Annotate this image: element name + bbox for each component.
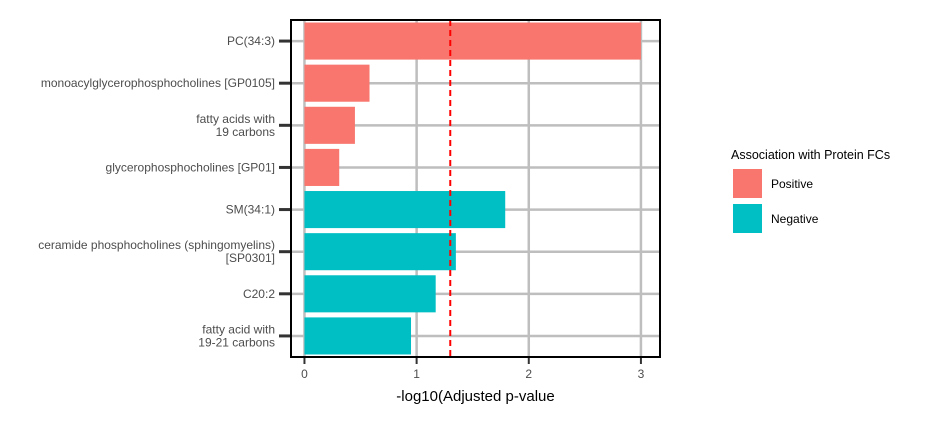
x-tick-label-0: 0	[301, 367, 308, 381]
legend-label-negative: Negative	[771, 212, 819, 226]
category-label-7-0: fatty acid with	[202, 322, 275, 336]
category-label-6-0: C20:2	[243, 287, 275, 301]
x-tick-label-2: 2	[525, 367, 532, 381]
category-label-2-0: fatty acids with	[196, 112, 275, 126]
bars	[304, 22, 641, 355]
y-axis-ticks: PC(34:3) monoacylglycerophosphocholines […	[38, 34, 290, 349]
category-label-5-0: ceramide phosphocholines (sphingomyelins…	[38, 238, 275, 252]
plot-panel-border	[290, 19, 661, 358]
legend-swatch-negative	[733, 204, 762, 233]
category-label-5-1: [SP0301]	[226, 251, 275, 265]
bar-4	[304, 191, 506, 229]
bar-6	[304, 275, 436, 313]
x-tick-label-3: 3	[638, 367, 645, 381]
legend: Association with Protein FCs Positive Neg…	[731, 148, 890, 233]
category-label-0-0: PC(34:3)	[227, 34, 275, 48]
category-label-1-0: monoacylglycerophosphocholines [GP0105]	[41, 76, 275, 90]
bar-1	[304, 64, 370, 102]
bar-0	[304, 22, 641, 60]
category-label-7-1: 19-21 carbons	[198, 335, 275, 349]
bar-2	[304, 106, 355, 144]
bar-7	[304, 317, 412, 355]
category-label-4-0: SM(34:1)	[226, 203, 275, 217]
bar-5	[304, 233, 456, 271]
legend-swatch-positive	[733, 169, 762, 198]
legend-title: Association with Protein FCs	[731, 148, 890, 162]
bar-3	[304, 148, 340, 186]
x-tick-label-1: 1	[413, 367, 420, 381]
legend-entries: Positive Negative	[733, 169, 819, 233]
category-label-2-1: 19 carbons	[216, 125, 275, 139]
x-axis-ticks: 0 1 2 3	[301, 358, 645, 381]
legend-label-positive: Positive	[771, 177, 813, 191]
x-axis-title: -log10(Adjusted p-value	[396, 388, 554, 405]
category-label-3-0: glycerophosphocholines [GP01]	[106, 160, 275, 174]
